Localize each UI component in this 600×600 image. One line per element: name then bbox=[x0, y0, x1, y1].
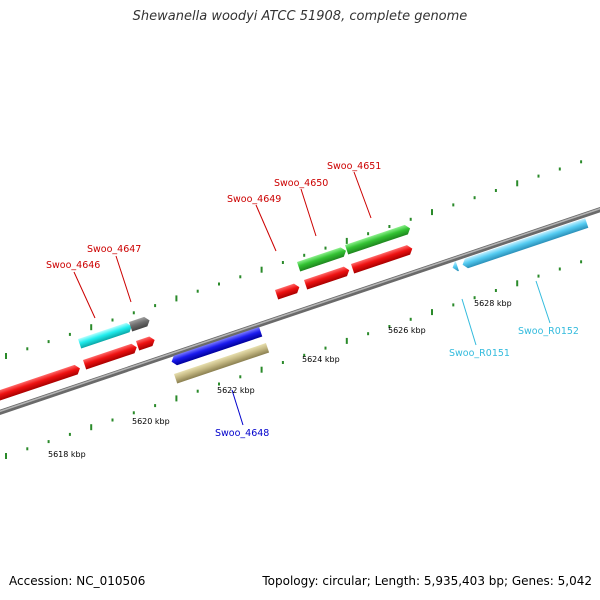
genome-summary-text: Topology: circular; Length: 5,935,403 bp… bbox=[262, 574, 592, 588]
genome-backbone-highlight bbox=[0, 207, 600, 413]
outer-tick-row bbox=[5, 160, 583, 359]
red-gene-arrow-2[interactable] bbox=[83, 342, 138, 370]
khaki-gene-arrow[interactable] bbox=[174, 343, 270, 384]
swoo-4651-leader bbox=[353, 171, 372, 219]
position-label-5618: 5618 kbp bbox=[48, 450, 86, 459]
red-gene-arrow-5[interactable] bbox=[304, 265, 351, 290]
swoo-4646-leader bbox=[73, 271, 96, 319]
swoo-4649-arrow[interactable] bbox=[275, 282, 301, 300]
position-label-5620: 5620 kbp bbox=[132, 417, 170, 426]
swoo-4647-label: Swoo_4647 bbox=[87, 244, 141, 255]
swoo-4646-arrow[interactable] bbox=[78, 321, 133, 349]
swoo-4650-arrow[interactable] bbox=[297, 246, 348, 272]
swoo-4649-leader bbox=[255, 204, 277, 252]
position-label-5622: 5622 kbp bbox=[217, 386, 255, 395]
swoo-r0151-arrow[interactable] bbox=[451, 261, 459, 272]
accession-text: Accession: NC_010506 bbox=[9, 574, 146, 588]
swoo-4651-arrow[interactable] bbox=[345, 224, 412, 255]
swoo-4650-label: Swoo_4650 bbox=[274, 178, 328, 189]
map-title: Shewanella woodyi ATCC 51908, complete g… bbox=[132, 9, 468, 24]
position-label-5628: 5628 kbp bbox=[474, 299, 512, 308]
inner-tick-row bbox=[5, 260, 583, 459]
red-gene-arrow-1[interactable] bbox=[0, 364, 82, 402]
swoo-r0151-leader bbox=[461, 298, 477, 346]
genome-backbone bbox=[0, 207, 600, 415]
swoo-4650-leader bbox=[300, 188, 317, 237]
swoo-4648-label: Swoo_4648 bbox=[215, 428, 269, 439]
swoo-4647-arrow[interactable] bbox=[129, 316, 151, 332]
swoo-4648-leader bbox=[231, 389, 244, 426]
swoo-4646-label: Swoo_4646 bbox=[46, 260, 100, 271]
red-gene-arrow-6[interactable] bbox=[351, 244, 414, 274]
red-gene-arrow-3[interactable] bbox=[136, 335, 156, 351]
swoo-4651-label: Swoo_4651 bbox=[327, 161, 381, 172]
swoo-r0151-label: Swoo_R0151 bbox=[449, 348, 510, 359]
position-label-5624: 5624 kbp bbox=[302, 355, 340, 364]
swoo-4647-leader bbox=[115, 255, 132, 303]
swoo-r0152-arrow[interactable] bbox=[461, 218, 589, 269]
swoo-4649-label: Swoo_4649 bbox=[227, 194, 281, 205]
swoo-r0152-label: Swoo_R0152 bbox=[518, 326, 579, 337]
swoo-4648-arrow[interactable] bbox=[170, 327, 263, 366]
swoo-r0152-leader bbox=[535, 280, 551, 324]
position-label-5626: 5626 kbp bbox=[388, 326, 426, 335]
